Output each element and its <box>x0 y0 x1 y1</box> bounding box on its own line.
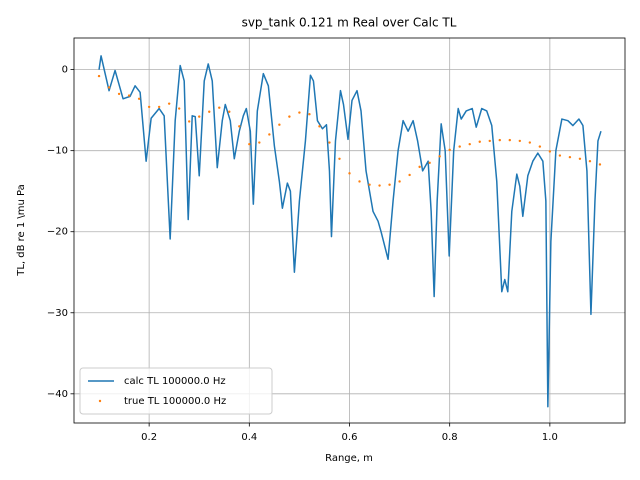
data-point <box>157 105 161 109</box>
plot-frame <box>73 37 626 424</box>
data-point <box>438 155 441 158</box>
legend-label: true TL 100000.0 Hz <box>124 396 226 407</box>
data-line <box>98 55 602 408</box>
data-point <box>298 111 301 114</box>
data-point <box>238 125 241 128</box>
data-point <box>278 123 281 126</box>
data-point <box>127 94 131 97</box>
y-tick-label: −40 <box>47 389 68 400</box>
data-point <box>568 155 572 159</box>
data-point <box>498 138 501 142</box>
data-point <box>208 110 211 113</box>
data-point <box>268 133 271 136</box>
y-tick-label: −20 <box>47 227 68 238</box>
y-tick-label: 0 <box>62 65 68 76</box>
data-point <box>107 86 111 89</box>
data-point <box>528 141 532 144</box>
x-tick-label: 0.8 <box>442 432 458 443</box>
y-tick-label: −10 <box>47 146 68 157</box>
data-point <box>228 110 231 113</box>
data-point <box>117 92 121 96</box>
data-point <box>598 163 602 166</box>
y-tick-label: −30 <box>47 308 68 319</box>
x-tick-label: 0.4 <box>241 432 257 443</box>
data-point <box>428 161 431 165</box>
data-point <box>388 183 391 186</box>
data-point <box>368 183 371 186</box>
data-point <box>328 141 331 144</box>
y-axis-label: TL, dB re 1 \mu Pa <box>16 184 27 277</box>
x-axis-label: Range, m <box>325 453 373 464</box>
x-tick-label: 1.0 <box>542 432 558 443</box>
data-point <box>508 138 511 142</box>
data-point <box>288 115 291 118</box>
x-tick-label: 0.6 <box>342 432 358 443</box>
data-point <box>418 165 421 169</box>
data-point <box>177 107 181 110</box>
data-point <box>188 120 191 123</box>
data-point <box>358 180 361 183</box>
data-point <box>548 150 552 153</box>
legend-box <box>79 367 273 415</box>
data-point <box>488 139 491 143</box>
x-tick-label: 0.2 <box>141 432 157 443</box>
legend-label: calc TL 100000.0 Hz <box>124 376 226 387</box>
data-point <box>468 142 471 146</box>
data-point <box>218 106 221 109</box>
chart-title: svp_tank 0.121 m Real over Calc TL <box>242 16 457 30</box>
data-point <box>318 125 321 128</box>
data-point <box>408 173 411 177</box>
data-point <box>398 180 401 183</box>
data-point <box>348 172 351 175</box>
data-point <box>137 97 141 100</box>
data-point <box>167 102 171 105</box>
data-point <box>518 139 522 143</box>
data-point <box>248 142 251 146</box>
data-point <box>558 154 562 157</box>
data-point <box>538 145 542 148</box>
data-point <box>198 115 201 118</box>
data-point <box>258 141 261 144</box>
data-point <box>308 112 311 116</box>
legend-marker <box>98 399 102 403</box>
data-point <box>458 145 461 148</box>
data-point <box>147 105 151 109</box>
data-point <box>97 74 101 78</box>
data-point <box>338 157 341 160</box>
data-point <box>578 157 582 160</box>
data-point <box>478 140 481 143</box>
data-point <box>448 148 451 152</box>
data-point <box>588 160 592 163</box>
data-point <box>378 184 381 187</box>
